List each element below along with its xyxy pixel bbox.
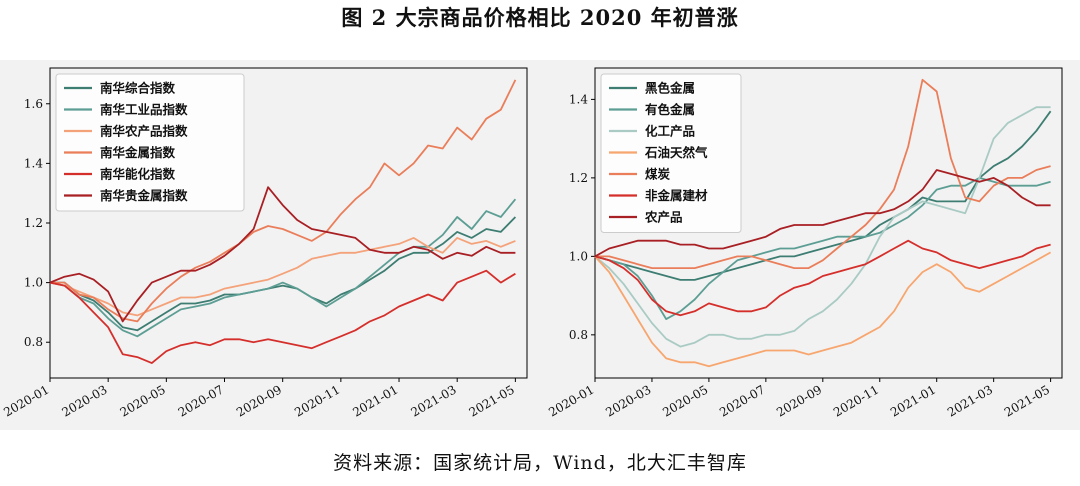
x-tick-label: 2020-11 xyxy=(292,382,342,419)
x-tick-label: 2020-09 xyxy=(774,382,824,419)
series-line-3 xyxy=(594,106,1051,348)
x-tick-label: 2020-01 xyxy=(546,382,596,419)
legend-label: 南华贵金属指数 xyxy=(100,188,188,203)
series-line-1 xyxy=(50,216,517,332)
x-tick-label: 2020-11 xyxy=(831,382,881,419)
x-tick-label: 2020-03 xyxy=(59,382,109,419)
x-tick-label: 2020-05 xyxy=(660,382,710,419)
x-tick-label: 2020-05 xyxy=(118,382,168,419)
legend-box xyxy=(55,73,245,212)
legend-label: 南华金属指数 xyxy=(100,145,176,160)
series-line-1 xyxy=(594,110,1052,281)
y-tick-label: 0.8 xyxy=(24,335,43,349)
series-line-7 xyxy=(594,169,1051,258)
legend-label: 有色金属 xyxy=(645,102,695,117)
y-tick-label: 1.4 xyxy=(24,156,43,170)
y-tick-label: 1.4 xyxy=(569,92,588,106)
y-tick-label: 1.0 xyxy=(24,276,43,290)
legend-label: 非金属建材 xyxy=(645,188,708,203)
x-tick-label: 2020-01 xyxy=(1,382,51,419)
y-tick-label: 1.2 xyxy=(24,216,43,230)
legend-label: 煤炭 xyxy=(645,167,671,182)
legend-label: 黑色金属 xyxy=(645,81,695,96)
x-tick-label: 2021-05 xyxy=(467,382,517,419)
x-tick-label: 2021-01 xyxy=(888,382,938,419)
legend-label: 南华工业品指数 xyxy=(100,102,188,117)
legend-label: 农产品 xyxy=(644,210,683,225)
x-tick-label: 2020-07 xyxy=(176,382,226,419)
plot-frame xyxy=(594,67,1063,379)
chart-panel-nanhua-indices: 0.8 1.0 1.2 1.4 1.6 2020-01 2020-03 2020-05 2020… xyxy=(0,60,545,430)
x-tick-label: 2021-05 xyxy=(1002,382,1052,419)
x-tick-label: 2020-09 xyxy=(234,382,284,419)
legend-label: 南华综合指数 xyxy=(100,81,176,96)
series-line-6 xyxy=(49,186,516,323)
legend-label: 南华能化指数 xyxy=(100,167,176,182)
y-tick-label: 1.0 xyxy=(569,249,588,263)
y-tick-label: 0.8 xyxy=(569,328,588,342)
series-line-4 xyxy=(50,79,517,323)
legend-label: 石油天然气 xyxy=(644,145,708,160)
x-tick-label: 2021-01 xyxy=(350,382,400,419)
chart-commodity-categories: 0.8 1.0 1.2 1.4 2020-01 2020-03 2020-05 2020-07… xyxy=(546,67,1063,420)
figure-title: 图 2 大宗商品价格相比 2020 年初普涨 xyxy=(341,5,739,30)
legend-label: 南华农产品指数 xyxy=(100,124,188,139)
x-tick-label: 2021-03 xyxy=(945,382,995,419)
series-line-2 xyxy=(49,198,517,338)
series-line-5 xyxy=(595,78,1051,269)
chart-panel-commodity-categories: 0.8 1.0 1.2 1.4 2020-01 2020-03 2020-05 2020-07… xyxy=(545,60,1080,430)
series-line-6 xyxy=(594,239,1051,317)
x-tick-label: 2020-07 xyxy=(717,382,767,419)
figure-source: 资料来源：国家统计局，Wind，北大汇丰智库 xyxy=(333,452,747,474)
legend-box xyxy=(600,73,742,233)
series-line-4 xyxy=(594,251,1052,368)
legend-label: 化工产品 xyxy=(645,124,695,139)
y-tick-label: 1.2 xyxy=(569,171,588,185)
series-line-5 xyxy=(49,269,516,364)
series-line-3 xyxy=(49,237,516,317)
y-tick-label: 1.6 xyxy=(24,97,43,111)
x-tick-label: 2020-03 xyxy=(603,382,653,419)
x-tick-label: 2021-03 xyxy=(409,382,459,419)
